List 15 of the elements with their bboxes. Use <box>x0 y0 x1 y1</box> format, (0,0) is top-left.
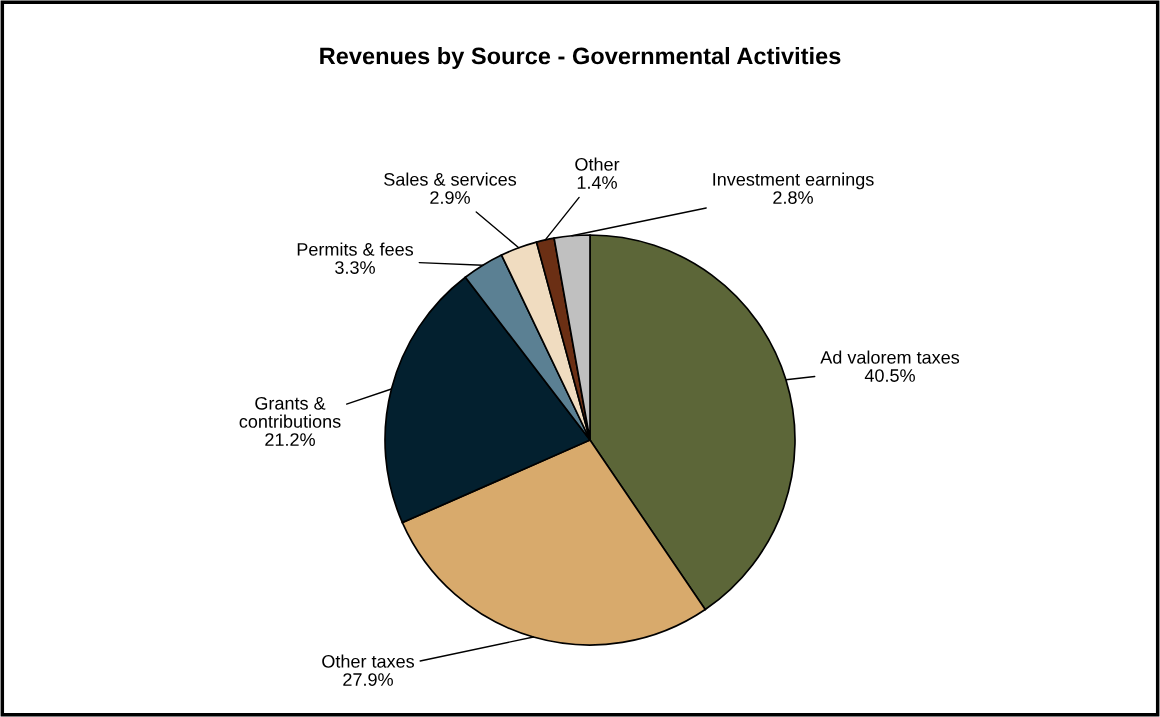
data-label: 27.9% <box>343 673 393 686</box>
data-label: 21.2% <box>265 433 315 446</box>
data-label: 3.3% <box>335 261 375 274</box>
data-label: 2.9% <box>430 191 470 204</box>
slice-label: Grants & contributions <box>239 396 341 428</box>
slice-label: Other <box>575 157 620 171</box>
slice-label: Ad valorem taxes <box>820 350 960 364</box>
data-label: 2.8% <box>773 191 813 204</box>
slice-label: Investment earnings <box>713 172 874 190</box>
chart-title: Revenues by Source - Governmental Activities <box>320 47 841 70</box>
data-label: 1.4% <box>577 176 617 189</box>
slice-label: Permits & fees <box>297 242 414 256</box>
data-label: 40.5% <box>864 369 915 382</box>
slice-label: Sales & services <box>384 172 517 186</box>
slice-label: Other taxes <box>322 654 415 668</box>
